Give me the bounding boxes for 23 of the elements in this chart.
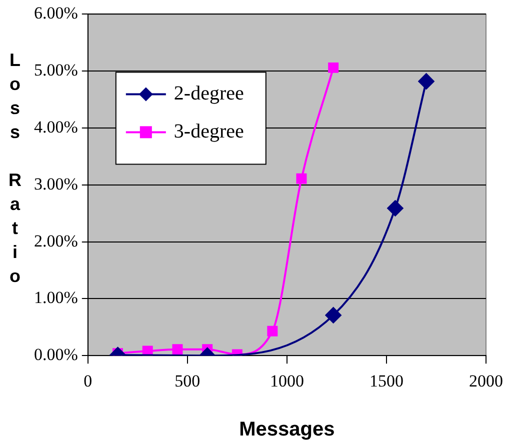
y-tick-label: 2.00%	[34, 231, 78, 250]
x-tick-label: 1000	[270, 371, 304, 390]
y-tick-label: 5.00%	[34, 60, 78, 80]
legend-label: 3-degree	[174, 120, 244, 142]
x-axis-title: Messages	[239, 418, 335, 441]
y-tick-label: 3.00%	[34, 174, 78, 194]
legend-label: 2-degree	[174, 82, 244, 104]
point	[267, 326, 278, 336]
y-tick-label: 6.00%	[34, 4, 78, 23]
x-tick-label: 500	[174, 371, 200, 390]
point	[387, 200, 404, 216]
y-tick-label: 1.00%	[34, 288, 78, 308]
point	[296, 173, 307, 184]
x-tick-label: 1500	[369, 371, 404, 390]
x-tick-label: 0	[84, 371, 92, 390]
y-tick-label: 0.00%	[34, 345, 78, 364]
point	[172, 344, 183, 355]
point	[418, 73, 434, 90]
point	[325, 307, 342, 324]
y-axis-title: Loss Ratio	[5, 50, 25, 290]
point	[328, 62, 339, 73]
y-tick-label: 4.00%	[34, 117, 78, 136]
x-tick-label: 2000	[469, 371, 503, 390]
